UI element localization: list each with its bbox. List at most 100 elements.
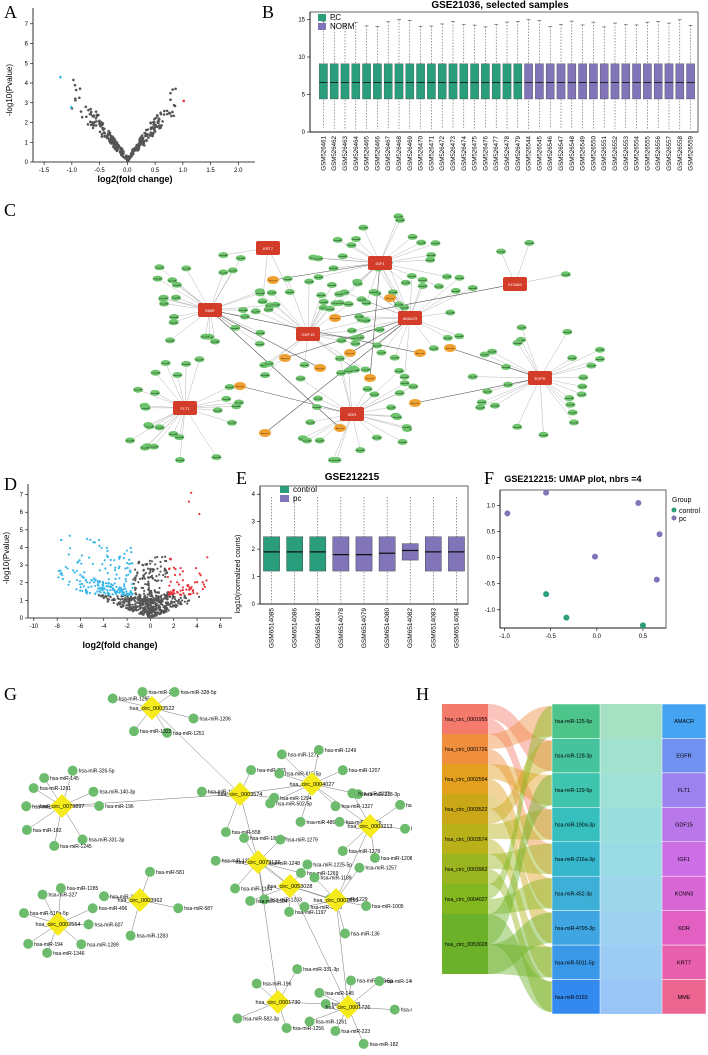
h-flow [488,719,552,840]
c-mirna-label: hsa-miR [419,286,428,288]
c-mirna-label: hsa-miR [358,299,367,301]
c-mirna-node [397,438,408,445]
d-point [187,593,190,596]
c-mirna-node [250,308,261,315]
c-mirna-label: hsa-miR [444,338,453,340]
d-point [106,589,109,592]
d-ytick-label: 2 [20,581,24,587]
c-mirna-node [454,333,465,340]
f-ytick-label: 1.0 [487,504,496,510]
d-point [108,593,111,596]
d-point [134,600,137,603]
g-edge [61,793,241,807]
d-xtick-label: -10 [29,624,38,630]
d-point [88,581,91,584]
c-mirna-node [354,334,365,341]
g-mirna-node [251,978,262,989]
d-point [181,586,185,589]
d-point [183,594,186,597]
d-point [142,601,145,604]
b-box [610,63,620,100]
e-sample-label: GSM6514082 [407,608,414,648]
b-legend-pc: PC [330,13,341,22]
d-point [131,582,134,586]
d-point [67,553,70,556]
d-point [203,585,206,589]
g-mirna-node [77,834,88,845]
g-mirna-label: hsa-miR-1248 [269,861,301,867]
c-mirna-node [263,360,274,367]
c-mirna-node [152,275,163,282]
c-mirna-label: hsa-miR [222,399,231,401]
d-point [152,614,155,617]
b-sample-label: GSM526464 [353,135,360,170]
c-mirna-label: hsa-miR [393,417,402,419]
panel-label-e: E [236,468,247,488]
c-gene-node [398,311,422,325]
c-edge [179,407,186,461]
d-point [105,546,109,549]
b-box [481,63,490,100]
d-point [130,550,133,554]
d-point [81,589,84,593]
c-mirna-node [181,360,192,367]
d-point [150,560,154,563]
d-point [126,598,130,601]
panel-label-b: B [262,2,275,22]
d-point [134,607,138,610]
h-gene-bar [661,772,707,808]
g-mirna-label: hsa-miR-194 [34,942,63,948]
g-circ-label: hsa_circ_0004027 [290,782,335,788]
b-box [686,63,695,100]
a-ytick-label: 0 [25,160,29,166]
g-mirna-label: hsa-miR-140-3p [385,979,412,985]
c-mirna-node [218,269,229,276]
a-xtick-label: 1.5 [206,168,215,174]
b-sample-label: GSM526544 [526,135,533,170]
d-point [103,559,106,562]
d-point [147,586,150,590]
c-mirna-label: hsa-miR [504,385,513,387]
b-box [524,63,533,100]
d-point [111,588,114,591]
volcano-plot-a: -1.5 -1.0 -0.5 0.0 0.5 1.0 1.5 2.0 0 1 2 3 4 5 6 7 log2… [5,8,255,184]
g-mirna-label: hsa-miR-1270 [311,905,343,911]
a-point [94,110,98,113]
g-circ-node [324,888,348,912]
d-point [76,561,79,564]
g-mirna-node [232,1013,243,1024]
b-box [545,63,555,100]
d-point [153,579,157,582]
c-mirna-label: hsa-miR [587,366,596,368]
d-point [126,562,129,565]
a-point [80,115,84,119]
c-mirna-label: hsa-miR [395,305,404,307]
b-sample-label: GSM526557 [666,135,673,170]
b-box [621,63,631,100]
d-point [109,563,112,567]
c-mirna-node [386,404,397,411]
c-mirna-node [393,213,404,220]
g-mirna-node [337,765,348,776]
d-point [174,606,178,609]
a-point [128,157,132,160]
c-mirna-label: hsa-miR [403,427,412,429]
c-mirna-label: hsa-miR [395,371,404,373]
e-sample-label: GSM6514080 [384,608,391,648]
c-mirna-label: hsa-miR [455,336,464,338]
a-point [160,124,163,127]
a-point [169,91,172,95]
g-mirna-node [76,939,87,950]
c-mirna-label: hsa-miR [478,402,487,404]
b-box [427,63,436,100]
h-flow [600,876,662,911]
d-point [191,589,195,592]
g-mirna-label: hsa-miR-1294 [280,796,312,802]
b-box [340,63,350,100]
c-mirna-node [313,395,324,402]
a-point [88,120,92,124]
d-point [140,606,143,609]
d-point [122,604,125,607]
c-edge [334,283,516,319]
d-point [173,592,176,595]
